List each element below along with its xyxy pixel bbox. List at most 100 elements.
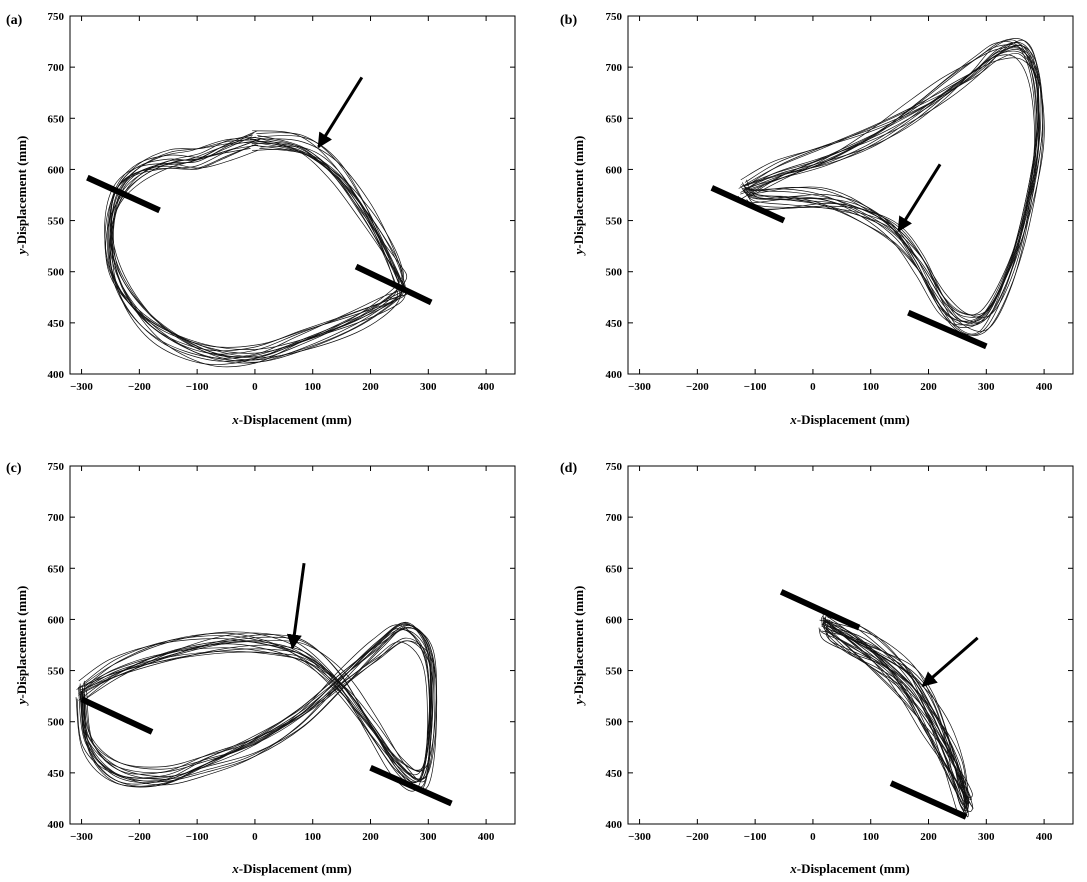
y-tick-label-b-3: 550	[606, 216, 623, 228]
trajectory-b-0-1	[739, 46, 1044, 328]
y-tick-label-c-7: 750	[48, 461, 65, 473]
trajectory-d-0-5	[821, 625, 970, 805]
y-axis-label-d: y-Displacement (mm)	[571, 586, 586, 707]
y-tick-label-c-6: 700	[48, 512, 65, 524]
target-bar-c-1	[369, 764, 453, 807]
trajectory-c-0-10	[78, 632, 438, 781]
x-tick-label-d-4: 100	[862, 831, 879, 843]
x-axis-label-d: x-Displacement (mm)	[789, 861, 910, 876]
target-bar-a-1	[354, 263, 433, 306]
trajectory-b-0-2	[740, 42, 1040, 332]
plot-frame-c	[69, 465, 516, 825]
y-axis-label-c: y-Displacement (mm)	[14, 586, 29, 707]
trajectory-a-0-12	[104, 149, 402, 348]
y-tick-label-b-0: 400	[606, 369, 623, 381]
trajectory-d-0-10	[821, 616, 973, 812]
y-tick-label-c-5: 650	[48, 563, 65, 575]
trajectory-a-0-2	[109, 130, 405, 368]
panel-d: (d) y-Displacement (mm) x-Displacement (…	[560, 461, 1074, 876]
trajectory-c-0-13	[80, 627, 431, 786]
trajectory-b-0-6	[741, 45, 1038, 335]
y-tick-label-b-2: 500	[606, 267, 623, 279]
x-tick-label-d-6: 300	[978, 831, 995, 843]
x-tick-label-c-1: −200	[128, 831, 151, 843]
x-tick-label-b-3: 0	[810, 381, 816, 393]
y-tick-label-b-6: 700	[606, 62, 623, 74]
x-tick-label-a-0: −300	[70, 381, 93, 393]
y-tick-label-d-6: 700	[606, 512, 623, 524]
y-tick-label-c-4: 600	[48, 614, 65, 626]
x-tick-label-a-2: −100	[186, 381, 209, 393]
trajectory-a-0-8	[112, 145, 401, 352]
y-tick-label-a-3: 550	[48, 216, 65, 228]
panel-b: (b) y-Displacement (mm) x-Displacement (…	[560, 11, 1074, 427]
trajectory-b-0-9	[743, 41, 1036, 323]
y-tick-label-a-4: 600	[48, 164, 65, 176]
y-tick-label-a-5: 650	[48, 113, 65, 125]
plot-frame-d	[627, 465, 1074, 825]
trajectory-b-0-5	[740, 44, 1040, 326]
x-tick-label-c-3: 0	[252, 831, 258, 843]
plot-area-b: −300 −200 −100 0 100 200 300 400 400 450 500 550 600…	[606, 11, 1073, 393]
target-bar-b-0	[710, 185, 786, 224]
arrow-d-0	[921, 636, 979, 688]
x-tick-label-d-3: 0	[810, 831, 816, 843]
y-tick-label-d-1: 450	[606, 768, 623, 780]
panel-c: (c) y-Displacement (mm) x-Displacement (…	[6, 461, 516, 876]
x-tick-label-d-7: 400	[1036, 831, 1053, 843]
y-tick-label-d-0: 400	[606, 819, 623, 831]
x-tick-label-a-5: 200	[362, 381, 379, 393]
trajectory-a-0-13	[108, 136, 408, 362]
trajectory-b-0-0	[743, 39, 1038, 319]
x-tick-label-d-0: −300	[628, 831, 651, 843]
panel-label-c: (c)	[6, 461, 22, 476]
target-bar-b-1	[907, 309, 988, 350]
x-tick-label-b-7: 400	[1036, 381, 1053, 393]
plot-area-a: −300 −200 −100 0 100 200 300 400 400 450 500 550 600…	[48, 11, 515, 393]
x-tick-label-a-4: 100	[304, 381, 321, 393]
trajectory-a-0-6	[111, 132, 407, 365]
panel-label-d: (d)	[560, 461, 577, 476]
trajectory-b-0-4	[740, 40, 1040, 322]
x-tick-label-c-4: 100	[304, 831, 321, 843]
trajectory-c-0-14	[76, 631, 432, 783]
trajectory-c-0-5	[78, 624, 434, 783]
x-axis-label-b: x-Displacement (mm)	[789, 412, 910, 427]
trajectory-c-0-2	[78, 638, 434, 784]
trajectory-b-0-11	[742, 50, 1040, 316]
x-tick-label-b-6: 300	[978, 381, 995, 393]
y-tick-label-a-2: 500	[48, 267, 65, 279]
trajectory-d-0-9	[822, 621, 967, 808]
x-tick-label-d-1: −200	[686, 831, 709, 843]
trajectory-a-0-11	[111, 136, 405, 363]
trajectory-b-0-13	[742, 38, 1042, 323]
y-tick-label-d-3: 550	[606, 666, 623, 678]
target-bar-c-0	[80, 696, 154, 735]
target-bar-a-0	[86, 174, 161, 214]
arrow-c-0	[286, 562, 306, 650]
y-tick-label-b-4: 600	[606, 164, 623, 176]
y-tick-label-d-5: 650	[606, 563, 623, 575]
y-tick-label-c-0: 400	[48, 819, 65, 831]
panel-label-b: (b)	[560, 13, 577, 28]
y-tick-label-c-3: 550	[48, 666, 65, 678]
trajectory-a-0-1	[109, 148, 400, 350]
x-tick-label-b-1: −200	[686, 381, 709, 393]
trajectory-c-0-11	[80, 622, 433, 791]
x-tick-label-d-2: −100	[744, 831, 767, 843]
y-tick-label-b-1: 450	[606, 318, 623, 330]
arrow-a-0	[317, 76, 364, 149]
trajectory-b-0-3	[742, 57, 1045, 322]
x-axis-label-c: x-Displacement (mm)	[231, 861, 352, 876]
trajectory-a-0-9	[113, 140, 403, 358]
x-tick-label-a-7: 400	[478, 381, 495, 393]
trajectory-d-0-15	[821, 615, 968, 814]
trajectory-c-0-7	[80, 622, 431, 792]
panel-label-a: (a)	[6, 13, 23, 28]
x-tick-label-a-1: −200	[128, 381, 151, 393]
x-tick-label-a-6: 300	[420, 381, 437, 393]
y-tick-label-a-0: 400	[48, 369, 65, 381]
target-bar-d-0	[779, 589, 861, 631]
trajectory-b-0-12	[740, 44, 1044, 326]
trajectory-a-0-15	[109, 134, 404, 364]
